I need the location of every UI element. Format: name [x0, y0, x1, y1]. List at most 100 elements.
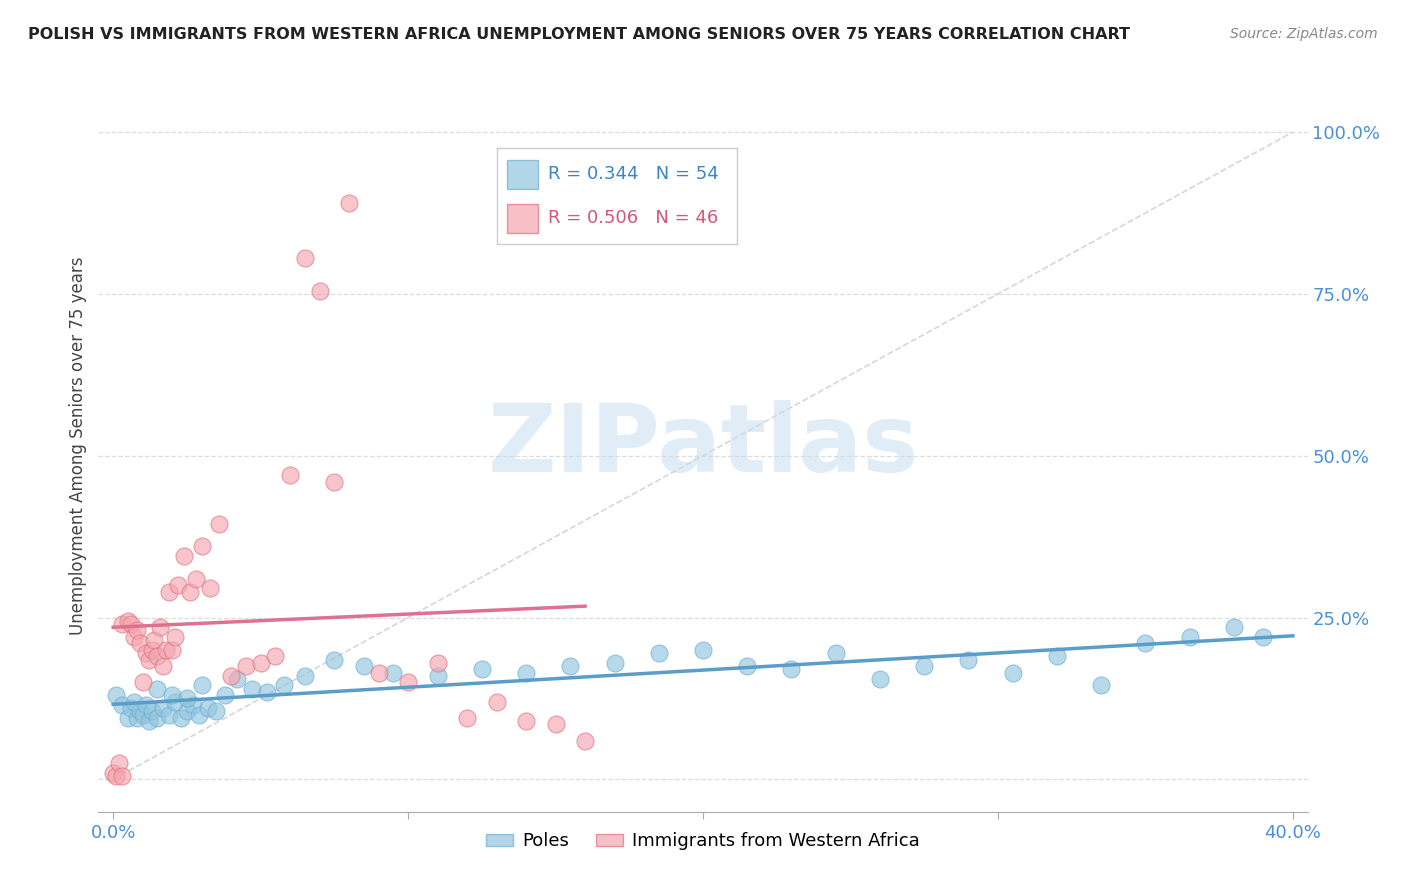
Point — [179, 584, 201, 599]
Point — [912, 659, 935, 673]
Point — [264, 649, 287, 664]
Y-axis label: Unemployment Among Seniors over 75 years: Unemployment Among Seniors over 75 years — [69, 257, 87, 635]
Point — [157, 584, 180, 599]
Text: R = 0.506   N = 46: R = 0.506 N = 46 — [547, 210, 718, 227]
Point — [648, 646, 671, 660]
Point — [353, 659, 375, 673]
Text: Source: ZipAtlas.com: Source: ZipAtlas.com — [1230, 27, 1378, 41]
Point — [135, 698, 157, 712]
Point — [108, 756, 131, 771]
Point — [1001, 665, 1024, 680]
Point — [120, 701, 142, 715]
Point — [294, 669, 316, 683]
Point — [515, 714, 537, 728]
Point — [111, 769, 134, 783]
Point — [190, 678, 212, 692]
Point — [560, 659, 582, 673]
Point — [957, 652, 980, 666]
Point — [141, 643, 163, 657]
Point — [152, 659, 174, 673]
Point — [128, 705, 150, 719]
Point — [160, 688, 183, 702]
Point — [426, 669, 449, 683]
Point — [544, 717, 567, 731]
Point — [131, 675, 153, 690]
Point — [692, 643, 714, 657]
Point — [160, 643, 183, 657]
Point — [205, 705, 228, 719]
Legend: Poles, Immigrants from Western Africa: Poles, Immigrants from Western Africa — [479, 825, 927, 857]
Point — [337, 196, 360, 211]
Text: ZIPatlas: ZIPatlas — [488, 400, 918, 492]
Point — [170, 711, 193, 725]
Point — [117, 614, 139, 628]
Point — [176, 705, 198, 719]
Point — [197, 701, 219, 715]
Point — [869, 672, 891, 686]
Point — [146, 681, 169, 696]
Text: R = 0.344   N = 54: R = 0.344 N = 54 — [547, 165, 718, 183]
Point — [190, 539, 212, 553]
Point — [323, 475, 346, 489]
Point — [105, 688, 128, 702]
Point — [485, 695, 508, 709]
Point — [1135, 636, 1157, 650]
Point — [125, 711, 148, 725]
Point — [256, 685, 278, 699]
Point — [367, 665, 389, 680]
Point — [122, 630, 145, 644]
Point — [515, 665, 537, 680]
Point — [396, 675, 419, 690]
Point — [208, 516, 231, 531]
Point — [308, 284, 330, 298]
Point — [184, 572, 207, 586]
Point — [111, 617, 134, 632]
Point — [200, 582, 222, 596]
Point — [167, 578, 190, 592]
FancyBboxPatch shape — [506, 160, 538, 188]
Text: POLISH VS IMMIGRANTS FROM WESTERN AFRICA UNEMPLOYMENT AMONG SENIORS OVER 75 YEAR: POLISH VS IMMIGRANTS FROM WESTERN AFRICA… — [28, 27, 1130, 42]
Point — [471, 662, 494, 676]
Point — [219, 669, 242, 683]
Point — [157, 707, 180, 722]
Point — [105, 769, 128, 783]
Point — [278, 468, 301, 483]
Point — [117, 711, 139, 725]
Point — [101, 765, 124, 780]
Point — [226, 672, 249, 686]
Point — [165, 695, 187, 709]
Point — [456, 711, 478, 725]
Point — [235, 659, 257, 673]
Point — [1090, 678, 1112, 692]
Point — [120, 617, 142, 632]
Point — [1223, 620, 1246, 634]
Point — [155, 643, 177, 657]
Point — [1046, 649, 1069, 664]
Point — [426, 656, 449, 670]
Point — [176, 691, 198, 706]
Point — [165, 630, 187, 644]
Point — [143, 633, 166, 648]
Point — [780, 662, 803, 676]
Point — [735, 659, 758, 673]
Point — [249, 656, 271, 670]
Point — [128, 636, 150, 650]
Point — [240, 681, 263, 696]
Point — [382, 665, 405, 680]
Point — [138, 652, 160, 666]
Point — [824, 646, 846, 660]
Point — [173, 549, 195, 563]
Point — [181, 698, 204, 712]
Point — [187, 707, 209, 722]
Point — [323, 652, 346, 666]
Point — [574, 733, 596, 747]
Point — [1178, 630, 1201, 644]
Point — [152, 701, 174, 715]
Point — [146, 649, 169, 664]
Point — [135, 646, 157, 660]
Point — [294, 252, 316, 266]
Point — [603, 656, 626, 670]
Point — [146, 711, 169, 725]
FancyBboxPatch shape — [506, 204, 538, 233]
Point — [122, 695, 145, 709]
